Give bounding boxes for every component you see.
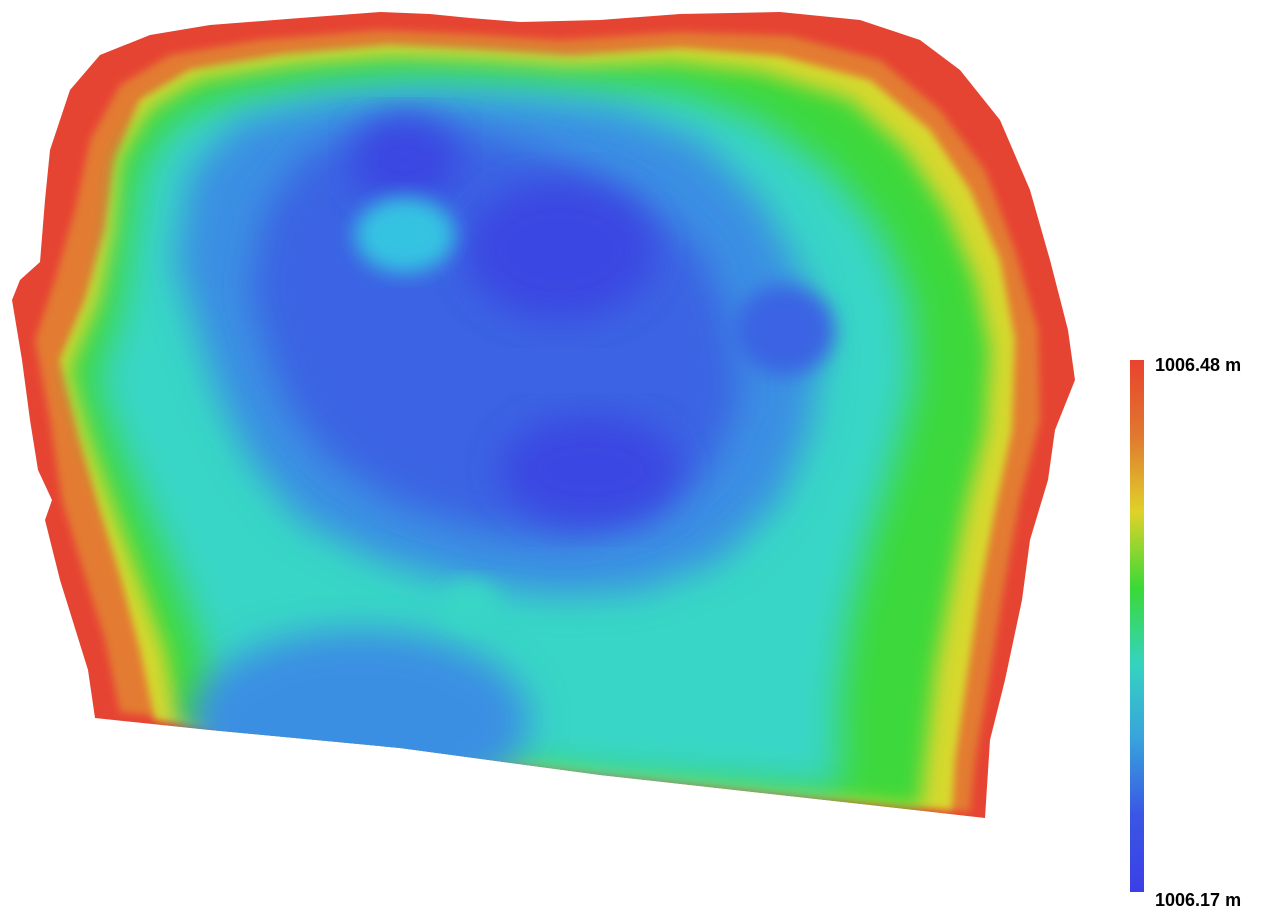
colorbar-fill	[1130, 360, 1144, 892]
colorbar-min-label: 1006.17 m	[1155, 890, 1242, 910]
colorbar-max-label: 1006.48 m	[1155, 355, 1242, 375]
colorbar	[1130, 360, 1144, 892]
terrain-deep-basin-south	[500, 415, 680, 525]
terrain-deep-basin-center	[465, 180, 655, 320]
terrain-south-depression	[190, 630, 530, 810]
elevation-map	[12, 12, 1075, 818]
terrain-deep-basin-north	[350, 115, 460, 205]
terrain-mound-south	[440, 580, 500, 630]
terrain-east-pit	[735, 285, 835, 375]
terrain-mound-north	[355, 197, 455, 273]
